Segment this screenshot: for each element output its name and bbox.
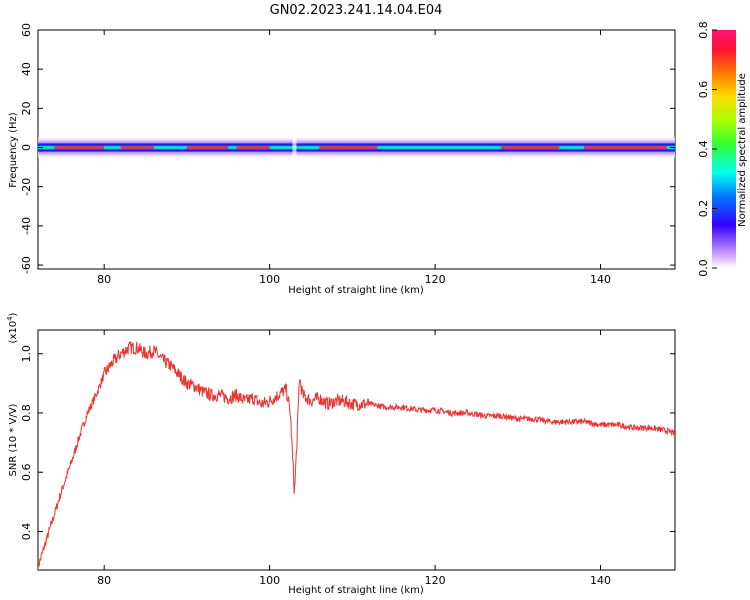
spectrogram-hot-segment (120, 146, 154, 150)
colorbar-tick-label: 0.0 (697, 259, 710, 277)
snr-panel: 80 100 120 140 0.4 0.6 0.8 1.0 Height of straig… (6, 312, 676, 596)
spectrogram-panel: 80 100 120 140 -60 -40 -20 0 20 40 60 Height of st… (8, 23, 676, 296)
spectrogram-ytick-label: -20 (20, 178, 33, 196)
spectrogram-hot-segment (236, 146, 270, 150)
snr-ytick-label: 0.6 (20, 463, 33, 481)
spectrogram-dip (292, 135, 297, 160)
spectrogram-hot-segment (501, 146, 560, 150)
figure-title: GN02.2023.241.14.04.E04 (270, 3, 443, 18)
colorbar-tick-label: 0.6 (697, 81, 710, 99)
spectrogram-hot-segment (186, 146, 229, 150)
snr-series-line (38, 341, 675, 570)
spectrogram-xtick-label: 140 (590, 273, 611, 286)
spectrogram-xtick-label: 100 (259, 273, 280, 286)
spectrogram-hot-segment (584, 146, 667, 150)
spectrogram-ytick-label: 0 (20, 144, 33, 151)
spectrogram-ytick-label: 40 (20, 62, 33, 76)
spectrogram-hot-segment (319, 146, 378, 150)
snr-multiplier: (x104) (6, 312, 19, 343)
spectrogram-xtick-label: 120 (425, 273, 446, 286)
snr-xtick-label: 120 (425, 574, 446, 587)
snr-xtick-label: 100 (259, 574, 280, 587)
spectrogram-ytick-label: -60 (20, 256, 33, 274)
spectrogram-ylabel: Frequency (Hz) (8, 112, 19, 188)
snr-plot-area (37, 329, 676, 571)
colorbar-tick-label: 0.2 (697, 200, 710, 218)
snr-ytick-label: 0.8 (20, 404, 33, 422)
snr-xlabel: Height of straight line (km) (288, 585, 424, 596)
spectrogram-ytick-label: 60 (20, 23, 33, 37)
colorbar-label: Normalized spectral amplitude (737, 73, 748, 227)
colorbar-tick-label: 0.4 (697, 140, 710, 158)
snr-ytick-label: 0.4 (20, 523, 33, 541)
colorbar: 0.0 0.2 0.4 0.6 0.8 Normalized spectral ampl… (697, 21, 748, 277)
spectrogram-ytick-label: 20 (20, 101, 33, 115)
spectrogram-xlabel: Height of straight line (km) (288, 285, 424, 296)
snr-ytick-label: 1.0 (20, 345, 33, 363)
colorbar-tick-label: 0.8 (697, 21, 710, 39)
spectrogram-hot-segment (54, 146, 105, 150)
snr-xtick-label: 140 (590, 574, 611, 587)
snr-xtick-label: 80 (97, 574, 111, 587)
spectrogram-xtick-label: 80 (97, 273, 111, 286)
snr-ylabel: SNR (10 * V/V) (8, 403, 19, 476)
spectrogram-ytick-label: -40 (20, 217, 33, 235)
